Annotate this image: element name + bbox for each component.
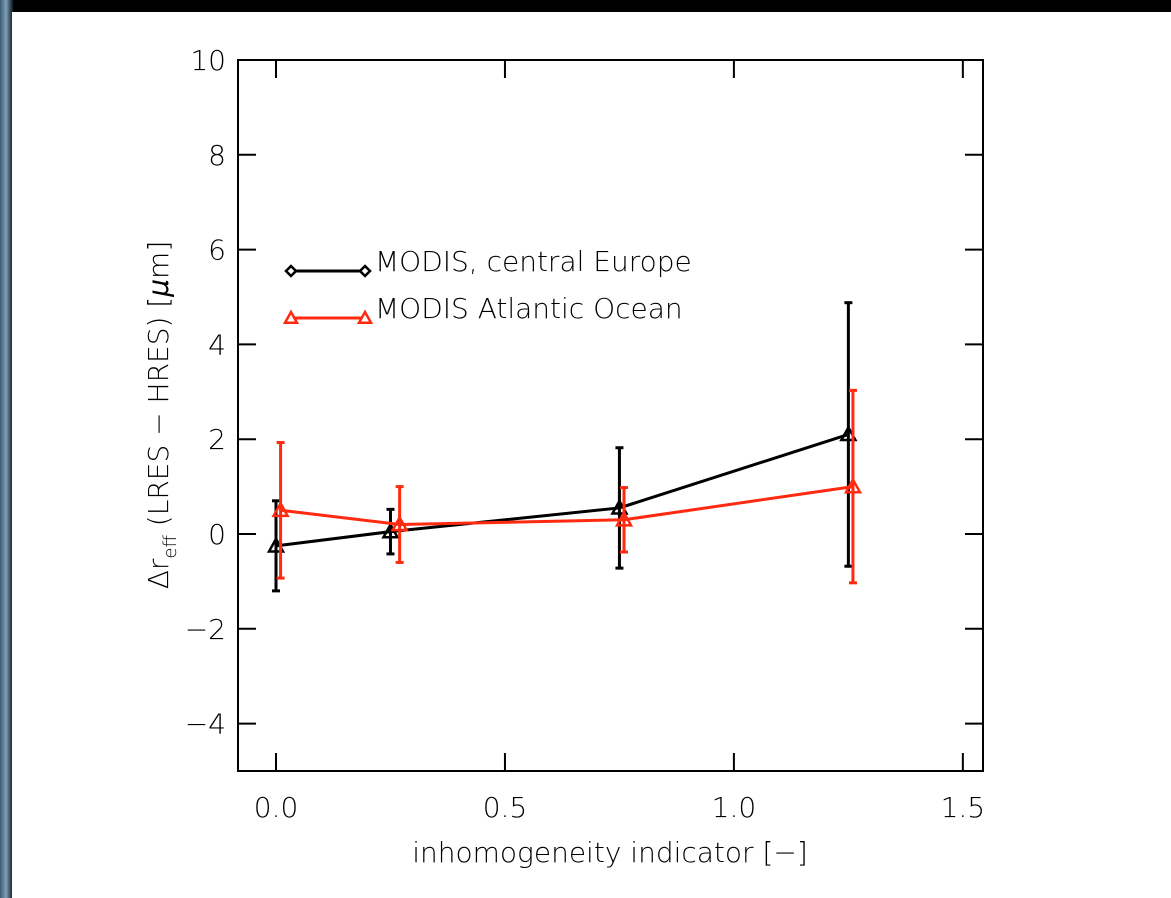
legend-marker [358,264,372,278]
y-tick-label: −4 [185,708,226,741]
marker [390,514,409,532]
marker [843,477,863,494]
y-tick-label: 8 [208,139,226,172]
y-tick-label: 0 [208,518,226,551]
series-line [275,433,849,548]
plot-frame [237,59,984,772]
x-axis-label: inhomogeneity indicator [−] [412,836,808,869]
legend-label: MODIS, central Europe [375,245,692,278]
legend-marker [282,309,300,325]
x-tick-label: 0.5 [483,791,528,824]
y-label-part: Δr [142,558,175,589]
y-axis-label: Δreff (LRES − HRES) [μm] [142,241,181,590]
y-tick-label: 2 [208,423,226,456]
x-tick-label: 1.5 [941,791,986,824]
y-label-part: μ [142,279,175,298]
y-tick-label: 6 [208,234,226,267]
y-tick-label: −2 [185,613,226,646]
x-tick-label: 0.0 [254,791,299,824]
marker [614,510,634,527]
legend-label: MODIS Atlantic Ocean [375,292,683,325]
y-label-part: (LRES − HRES) [ [142,297,175,535]
y-tick-label: 10 [190,44,226,77]
x-tick-label: 1.0 [712,791,757,824]
series-line [280,485,854,527]
y-label-part: m] [142,241,175,279]
y-tick-label: 4 [208,328,226,361]
legend-marker [356,309,374,325]
panel [12,12,1171,898]
y-label-sub: eff [160,535,181,559]
marker [271,500,290,518]
legend-marker [284,264,298,278]
